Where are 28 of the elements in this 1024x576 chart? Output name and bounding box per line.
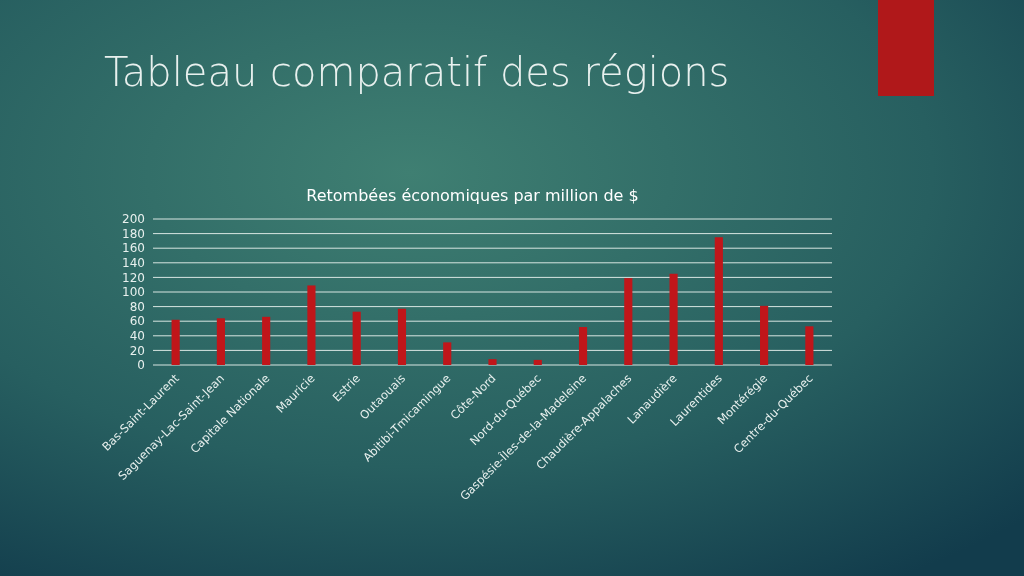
bar [171,319,180,365]
y-tick-label: 100 [122,285,145,300]
bar [624,278,633,365]
y-tick-label: 60 [129,314,145,329]
bar [669,273,678,365]
bar [443,342,452,365]
chart-title: Tableau comparatif des régions [104,49,730,95]
y-tick-label: 80 [129,299,145,314]
bar [714,237,723,365]
y-tick-label: 140 [122,256,145,270]
y-tick-label: 40 [129,329,145,343]
bar [533,359,542,365]
y-tick-label: 20 [129,343,145,358]
bar [578,327,588,365]
bar [805,326,814,365]
bar [216,318,225,365]
chart-subtitle: Retombées économiques par million de $ [306,186,639,205]
bar [262,316,271,365]
y-tick-label: 160 [122,241,145,256]
bar [760,305,769,365]
y-tick-label: 180 [122,226,145,241]
bar [397,308,407,365]
y-tick-label: 200 [122,212,145,227]
bar [352,311,361,365]
y-tick-label: 120 [122,270,145,285]
bar [307,285,316,365]
bar [488,359,497,365]
y-tick-label: 0 [137,358,145,373]
